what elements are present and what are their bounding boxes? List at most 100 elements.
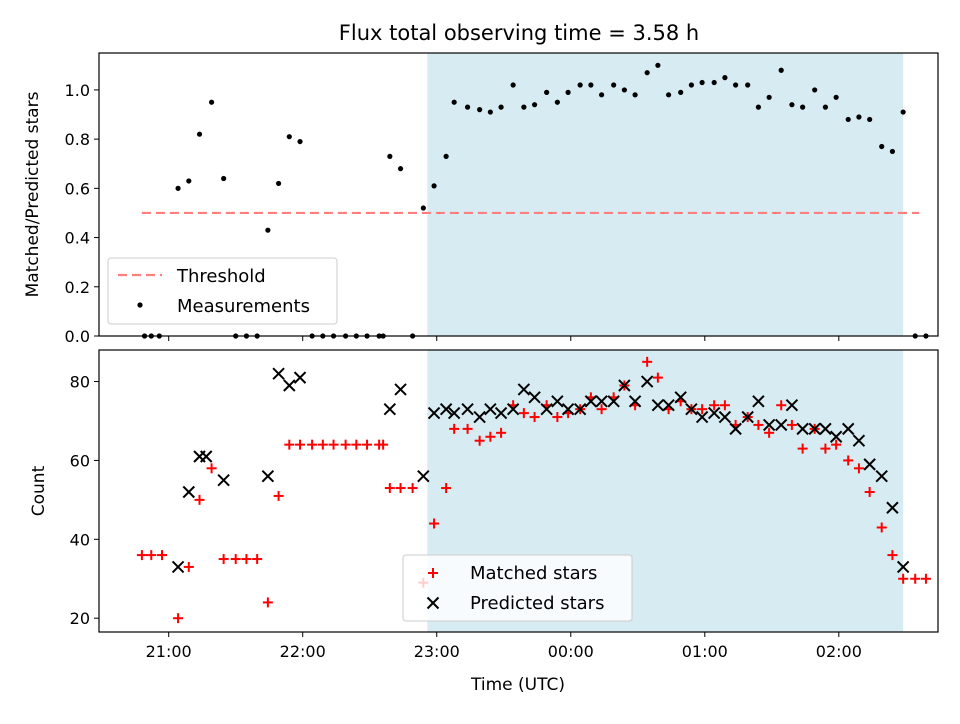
x-stroke-b bbox=[417, 470, 430, 483]
measurement-point bbox=[598, 92, 605, 98]
predicted-star-point bbox=[506, 402, 520, 416]
x-stroke-b bbox=[741, 410, 754, 424]
matched-star-point bbox=[786, 419, 797, 430]
x-stroke-b bbox=[618, 379, 631, 392]
measurement-point bbox=[443, 153, 449, 159]
predicted-star-point bbox=[896, 560, 910, 574]
predicted-star-point bbox=[741, 410, 754, 424]
legend-matched-swatch bbox=[428, 568, 438, 578]
measurement-point bbox=[666, 92, 672, 98]
y-tick-label: 60 bbox=[70, 451, 90, 470]
matched-star-point bbox=[362, 439, 373, 450]
measurement-point bbox=[711, 79, 717, 86]
predicted-star-point bbox=[729, 422, 742, 436]
measurement-point bbox=[856, 114, 862, 120]
observing-window-shade-top bbox=[427, 53, 904, 336]
matched-star-point bbox=[273, 490, 284, 501]
measurement-point bbox=[632, 92, 638, 98]
matched-star-point bbox=[474, 435, 485, 446]
matched-star-point bbox=[697, 404, 708, 415]
bottom-panel: 21:00 22:00 23:00 00:00 01:00 02:00 20406080 … bbox=[29, 349, 939, 695]
measurement-point bbox=[699, 79, 705, 86]
x-stroke-b bbox=[383, 402, 397, 416]
predicted-star-point bbox=[796, 422, 809, 436]
y-tick-label: 0.6 bbox=[65, 179, 90, 198]
measurement-point bbox=[879, 143, 885, 150]
predicted-star-point bbox=[762, 418, 776, 432]
top-legend: Threshold Measurements bbox=[107, 257, 338, 325]
x-stroke-b bbox=[293, 371, 307, 384]
x-stroke-b bbox=[484, 402, 497, 416]
legend-measurements-label: Measurements bbox=[177, 296, 310, 317]
x-stroke-b bbox=[852, 434, 866, 447]
matched-star-point bbox=[776, 400, 787, 411]
measurement-point bbox=[265, 227, 271, 233]
x-stroke-b bbox=[261, 470, 275, 483]
matched-star-point bbox=[864, 486, 875, 497]
predicted-star-point bbox=[707, 406, 721, 420]
matched-star-point bbox=[241, 554, 252, 565]
matched-star-point bbox=[853, 463, 864, 474]
matched-star-point bbox=[462, 423, 473, 434]
predicted-star-point bbox=[484, 402, 497, 416]
predicted-star-point bbox=[595, 395, 608, 408]
matched-star-point bbox=[156, 550, 167, 561]
measurement-point bbox=[451, 99, 457, 105]
matched-star-point bbox=[317, 439, 328, 450]
x-stroke-b bbox=[762, 418, 776, 432]
x-stroke-b bbox=[494, 406, 508, 420]
predicted-star-point bbox=[584, 395, 598, 408]
x-stroke-b bbox=[841, 422, 855, 436]
legend-measurements-swatch bbox=[137, 302, 143, 308]
predicted-star-point bbox=[439, 402, 453, 416]
matched-star-point bbox=[552, 412, 563, 423]
top-y-axis-label: Matched/Predicted stars bbox=[23, 91, 43, 297]
y-tick-label: 80 bbox=[70, 373, 90, 392]
predicted-stars-series bbox=[171, 367, 910, 574]
measurement-point bbox=[397, 166, 404, 172]
x-stroke-b bbox=[607, 395, 620, 408]
measurement-point bbox=[577, 82, 583, 88]
x-stroke-b bbox=[595, 395, 608, 408]
matched-star-point bbox=[378, 439, 389, 450]
measurement-point bbox=[800, 104, 806, 110]
x-stroke-b bbox=[829, 430, 843, 443]
predicted-star-point bbox=[182, 485, 196, 499]
predicted-star-point bbox=[886, 501, 899, 514]
predicted-star-point bbox=[283, 379, 296, 392]
predicted-star-point bbox=[752, 395, 765, 408]
matched-star-point bbox=[340, 439, 351, 450]
measurement-point bbox=[297, 138, 303, 145]
top-y-ticks: 0.0 0.2 0.4 0.6 0.8 1.0 bbox=[65, 81, 99, 346]
predicted-star-point bbox=[808, 422, 821, 436]
top-legend-box bbox=[107, 257, 338, 325]
x-stroke-b bbox=[729, 422, 742, 436]
x-stroke-b bbox=[707, 406, 721, 420]
x-tick-label: 00:00 bbox=[548, 642, 594, 661]
top-axes-frame bbox=[98, 52, 939, 337]
matched-star-point bbox=[307, 439, 318, 450]
x-stroke-b bbox=[461, 402, 474, 416]
predicted-star-point bbox=[829, 430, 843, 443]
predicted-star-point bbox=[200, 450, 213, 463]
y-tick-label: 1.0 bbox=[65, 81, 90, 100]
matched-star-point bbox=[764, 427, 775, 438]
legend-predicted-swatch bbox=[426, 596, 440, 610]
x-stroke-b bbox=[426, 596, 440, 610]
matched-star-point bbox=[518, 408, 529, 419]
measurement-point bbox=[812, 87, 818, 93]
measurement-point bbox=[431, 183, 437, 189]
measurement-point bbox=[565, 89, 571, 95]
predicted-star-point bbox=[819, 422, 832, 436]
matched-star-point bbox=[596, 404, 607, 415]
measurement-point bbox=[175, 185, 181, 191]
matched-star-point bbox=[753, 419, 764, 430]
predicted-star-point bbox=[785, 399, 799, 412]
measurement-point bbox=[900, 109, 906, 115]
matched-star-point bbox=[449, 423, 460, 434]
measurement-point bbox=[644, 70, 650, 76]
legend-plus-marker bbox=[428, 568, 438, 578]
x-stroke-b bbox=[785, 399, 799, 412]
predicted-star-point bbox=[718, 410, 732, 424]
measurement-point bbox=[611, 82, 617, 88]
